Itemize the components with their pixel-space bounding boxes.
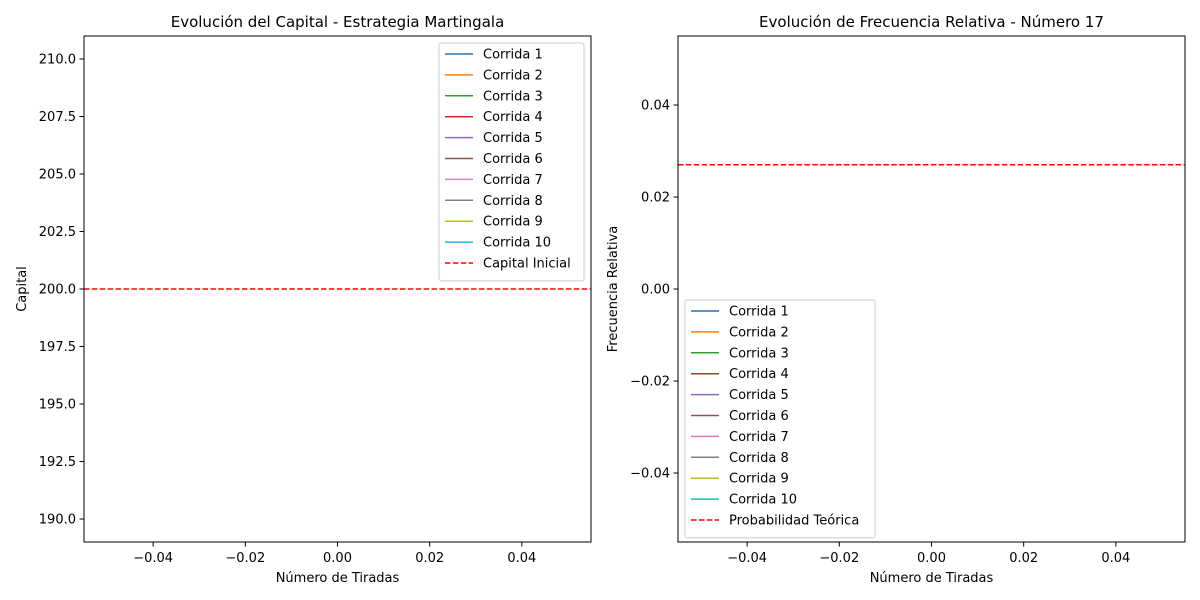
legend-label: Corrida 10 bbox=[729, 493, 797, 508]
legend-label: Corrida 7 bbox=[729, 430, 789, 445]
legend-box bbox=[684, 299, 876, 539]
y-tick-label: 202.5 bbox=[39, 225, 76, 240]
chart-title: Evolución del Capital - Estrategia Marti… bbox=[171, 13, 505, 31]
legend-label: Probabilidad Teórica bbox=[729, 514, 859, 529]
y-tick-label: 207.5 bbox=[39, 110, 76, 125]
x-tick-label: −0.02 bbox=[225, 551, 265, 566]
legend-label: Corrida 2 bbox=[483, 68, 543, 83]
legend-label: Corrida 7 bbox=[483, 173, 543, 188]
x-axis-label: Número de Tiradas bbox=[870, 571, 994, 586]
y-tick-label: 210.0 bbox=[39, 53, 76, 68]
chart-panel-2: Evolución de Frecuencia Relativa - Númer… bbox=[606, 13, 1186, 586]
x-tick-label: −0.04 bbox=[727, 551, 767, 566]
legend-label: Corrida 10 bbox=[483, 236, 551, 251]
legend-box bbox=[438, 42, 585, 282]
legend-label: Corrida 3 bbox=[729, 346, 789, 361]
y-tick-label: −0.02 bbox=[630, 375, 670, 390]
legend-label: Corrida 3 bbox=[483, 89, 543, 104]
y-tick-label: 192.5 bbox=[39, 455, 76, 470]
y-axis-label: Capital bbox=[15, 266, 30, 312]
x-tick-label: −0.04 bbox=[133, 551, 173, 566]
x-tick-label: 0.02 bbox=[415, 551, 444, 566]
legend-label: Corrida 8 bbox=[729, 451, 789, 466]
legend-label: Corrida 9 bbox=[729, 472, 789, 487]
legend-label: Corrida 9 bbox=[483, 215, 543, 230]
legend-label: Capital Inicial bbox=[483, 257, 571, 272]
legend: Corrida 1 Corrida 2 Corrida 3 Corrida 4 Corr… bbox=[684, 299, 876, 539]
legend-label: Corrida 6 bbox=[729, 409, 789, 424]
legend-label: Corrida 2 bbox=[729, 325, 789, 340]
x-tick-label: 0.04 bbox=[507, 551, 536, 566]
y-tick-label: 0.04 bbox=[641, 99, 670, 114]
y-tick-label: 200.0 bbox=[39, 283, 76, 298]
y-tick-label: 190.0 bbox=[39, 513, 76, 528]
y-tick-label: 0.00 bbox=[641, 283, 670, 298]
x-tick-label: 0.00 bbox=[323, 551, 352, 566]
y-axis-label: Frecuencia Relativa bbox=[606, 226, 621, 352]
y-tick-label: 195.0 bbox=[39, 398, 76, 413]
x-tick-label: 0.02 bbox=[1009, 551, 1038, 566]
legend-label: Corrida 4 bbox=[729, 367, 789, 382]
legend: Corrida 1 Corrida 2 Corrida 3 Corrida 4 Corr… bbox=[438, 42, 585, 282]
chart-title: Evolución de Frecuencia Relativa - Númer… bbox=[759, 13, 1104, 31]
y-tick-label: −0.04 bbox=[630, 467, 670, 482]
x-tick-label: 0.00 bbox=[917, 551, 946, 566]
x-axis-label: Número de Tiradas bbox=[276, 571, 400, 586]
y-tick-label: 197.5 bbox=[39, 340, 76, 355]
x-tick-label: −0.02 bbox=[819, 551, 859, 566]
y-tick-label: 205.0 bbox=[39, 168, 76, 183]
chart-panel-1: Evolución del Capital - Estrategia Marti… bbox=[15, 13, 592, 586]
legend-label: Corrida 4 bbox=[483, 110, 543, 125]
legend-label: Corrida 1 bbox=[729, 305, 789, 320]
legend-label: Corrida 5 bbox=[729, 388, 789, 403]
legend-label: Corrida 5 bbox=[483, 131, 543, 146]
legend-label: Corrida 1 bbox=[483, 48, 543, 63]
y-tick-label: 0.02 bbox=[641, 191, 670, 206]
legend-label: Corrida 8 bbox=[483, 194, 543, 209]
x-tick-label: 0.04 bbox=[1101, 551, 1130, 566]
legend-label: Corrida 6 bbox=[483, 152, 543, 167]
